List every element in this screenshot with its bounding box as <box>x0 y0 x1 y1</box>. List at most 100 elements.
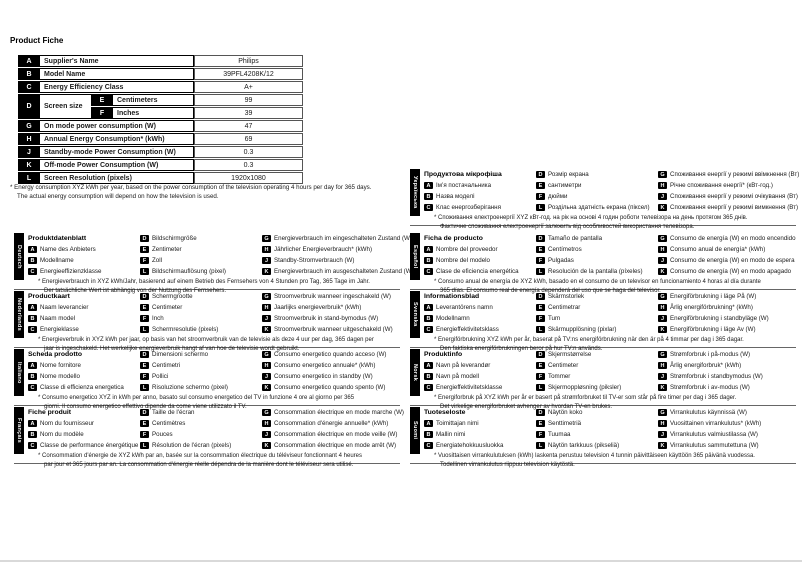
key-badge: G <box>262 409 271 416</box>
key-badge: E <box>536 246 545 253</box>
key-badge: E <box>140 420 149 427</box>
main-footnote-line: The actual energy consumption will depen… <box>17 193 219 200</box>
section-col2: D Tamaño de pantalla E Centímetros F Pulgadas… <box>536 233 658 277</box>
section-col3: G Strømforbruk i på-modus (W) H Årlig energ… <box>658 349 796 393</box>
key-badge: L <box>140 326 149 333</box>
key-badge: A <box>28 304 37 311</box>
section-footnote-line: * Energiforbruk på XYZ kWh per år er bas… <box>434 395 737 401</box>
key-badge: C <box>424 384 433 391</box>
spec-label: Resolución de la pantalla (píxeles) <box>548 268 643 275</box>
spec-item: C Energieffektivitetsklass <box>424 324 536 335</box>
spec-label: Energieverbrauch im ausgeschalteten Zust… <box>274 268 414 275</box>
row-label: Centimeters <box>113 94 194 106</box>
spec-item: E Centimetrar <box>536 302 658 313</box>
key-badge: H <box>262 362 271 369</box>
spec-label: Naam leverancier <box>40 304 89 311</box>
section-col1: Produktinfo A Navn på leverandør B Navn på m… <box>424 349 536 393</box>
section-footnote-line: Den faktiska energiförbrukningen beror p… <box>440 346 603 352</box>
key-badge: A <box>424 362 433 369</box>
table-row: A Supplier's Name Philips <box>18 55 307 67</box>
spec-item: J Consumo de energía (W) en modo de esper… <box>658 255 796 266</box>
row-label: Annual Energy Consumption* (kWh) <box>40 133 194 145</box>
spec-label: Navn på leverandør <box>436 362 491 369</box>
section-columns: Ficha de producto A Nombre del proveedor B N… <box>410 232 796 277</box>
key-badge: A <box>28 246 37 253</box>
section-title-row: Tuoteseloste <box>424 407 536 418</box>
section-footnote-line: Der tatsächliche Wert ist abhängig von d… <box>44 288 226 294</box>
row-key-badge: A <box>18 55 40 67</box>
key-badge: C <box>28 442 37 449</box>
spec-label: сантиметри <box>548 182 582 189</box>
key-badge: L <box>536 268 545 275</box>
spec-item: A Nome fornitore <box>28 360 140 371</box>
key-badge: L <box>536 442 545 449</box>
section-title-row: Productkaart <box>28 291 140 302</box>
section-title: Produktdatenblatt <box>28 235 87 242</box>
section-footnote-line: Фактичне споживання електроенергії залеж… <box>440 224 695 230</box>
key-badge: J <box>262 257 271 264</box>
spec-label: Роздільна здатність екрана (піксел) <box>548 204 650 211</box>
spec-item: H Consumo anual de energía* (kWh) <box>658 244 796 255</box>
table-row: C Energy Efficiency Class A+ <box>18 81 307 93</box>
key-badge: C <box>28 268 37 275</box>
spec-label: Årlig energiförbrukning* (kWh) <box>670 304 753 311</box>
row-value: 0.3 <box>194 159 303 171</box>
spec-item: L Näytön tarkkuus (pikseliä) <box>536 440 658 451</box>
spec-item: B Nom du modèle <box>28 429 140 440</box>
key-badge: A <box>28 362 37 369</box>
key-badge: L <box>536 204 545 211</box>
row-label: Inches <box>113 107 194 119</box>
section-footnote: * Energiforbruk på XYZ kWh per år er bas… <box>434 394 792 412</box>
spec-item: E Centimetri <box>140 360 262 371</box>
key-badge: C <box>28 326 37 333</box>
section-col2: D Taille de l'écran E Centimètres F Pouces L Ré… <box>140 407 262 451</box>
row-value: A+ <box>194 81 303 93</box>
spec-label: Bildschirmauflösung (pixel) <box>152 268 226 275</box>
section-title: Продуктова мікрофіша <box>424 171 502 178</box>
key-badge: E <box>140 362 149 369</box>
key-badge: H <box>262 304 271 311</box>
spec-label: Modellname <box>40 257 74 264</box>
spec-label: Споживання енергії у режимі ввімкнення (… <box>670 171 800 178</box>
spec-label: Consommation électrique en mode veille (… <box>274 431 398 438</box>
key-badge: G <box>658 235 667 242</box>
row-value: 47 <box>194 120 303 132</box>
spec-label: Pollici <box>152 373 169 380</box>
spec-label: Zentimeter <box>152 246 182 253</box>
section-col3: G Stroomverbruik wanneer ingeschakeld (W)… <box>262 291 400 335</box>
spec-item: A Ім’я постачальника <box>424 180 536 191</box>
section-col3: G Споживання енергії у режимі ввімкнення … <box>658 169 799 213</box>
spec-label: Centímetros <box>548 246 582 253</box>
spec-item: D Taille de l'écran <box>140 407 262 418</box>
key-badge: D <box>536 235 545 242</box>
table-subrow: E Centimeters 99 <box>91 94 303 106</box>
spec-label: Consumo de energía (W) en modo apagado <box>670 268 792 275</box>
spec-item: C Energieffektivitetsklasse <box>424 382 536 393</box>
section-col3: G Energiförbrukning i läge På (W) H Årlig e… <box>658 291 796 335</box>
language-section-italiano: Italiano Scheda prodotto A Nome fornitore B N… <box>14 348 400 410</box>
key-badge: J <box>262 373 271 380</box>
section-col2: D Näytön koko E Senttimetriä F Tuumaa L Näytön … <box>536 407 658 451</box>
section-title: Tuoteseloste <box>424 409 466 416</box>
spec-label: Energiförbrukning i standbyläge (W) <box>670 315 769 322</box>
key-badge: D <box>140 351 149 358</box>
language-tab: Suomi <box>410 407 420 454</box>
spec-item: L Роздільна здатність екрана (піксел) <box>536 202 658 213</box>
spec-item: H Årlig energiforbruk* (kWh) <box>658 360 796 371</box>
spec-label: Tommer <box>548 373 571 380</box>
language-section-espanol: Español Ficha de producto A Nombre del prov… <box>410 232 796 294</box>
spec-item: H Årlig energiförbrukning* (kWh) <box>658 302 796 313</box>
section-title-row: Informationsblad <box>424 291 536 302</box>
spec-item: H Consumo energetico annuale* (kWh) <box>262 360 400 371</box>
spec-label: Schermresolutie (pixels) <box>152 326 219 333</box>
spec-item: B Navn på modell <box>424 371 536 382</box>
section-columns: Fiche produit A Nom du fournisseur B Nom du … <box>14 406 404 451</box>
language-label: Norsk <box>412 363 418 382</box>
spec-label: Centimètres <box>152 420 186 427</box>
spec-item: C Clase de eficiencia energética <box>424 266 536 277</box>
section-columns: Продуктова мікрофіша A Ім’я постачальника B… <box>410 168 799 213</box>
key-badge: K <box>658 442 667 449</box>
spec-item: E Zentimeter <box>140 244 262 255</box>
spec-item: G Energiförbrukning i läge På (W) <box>658 291 796 302</box>
